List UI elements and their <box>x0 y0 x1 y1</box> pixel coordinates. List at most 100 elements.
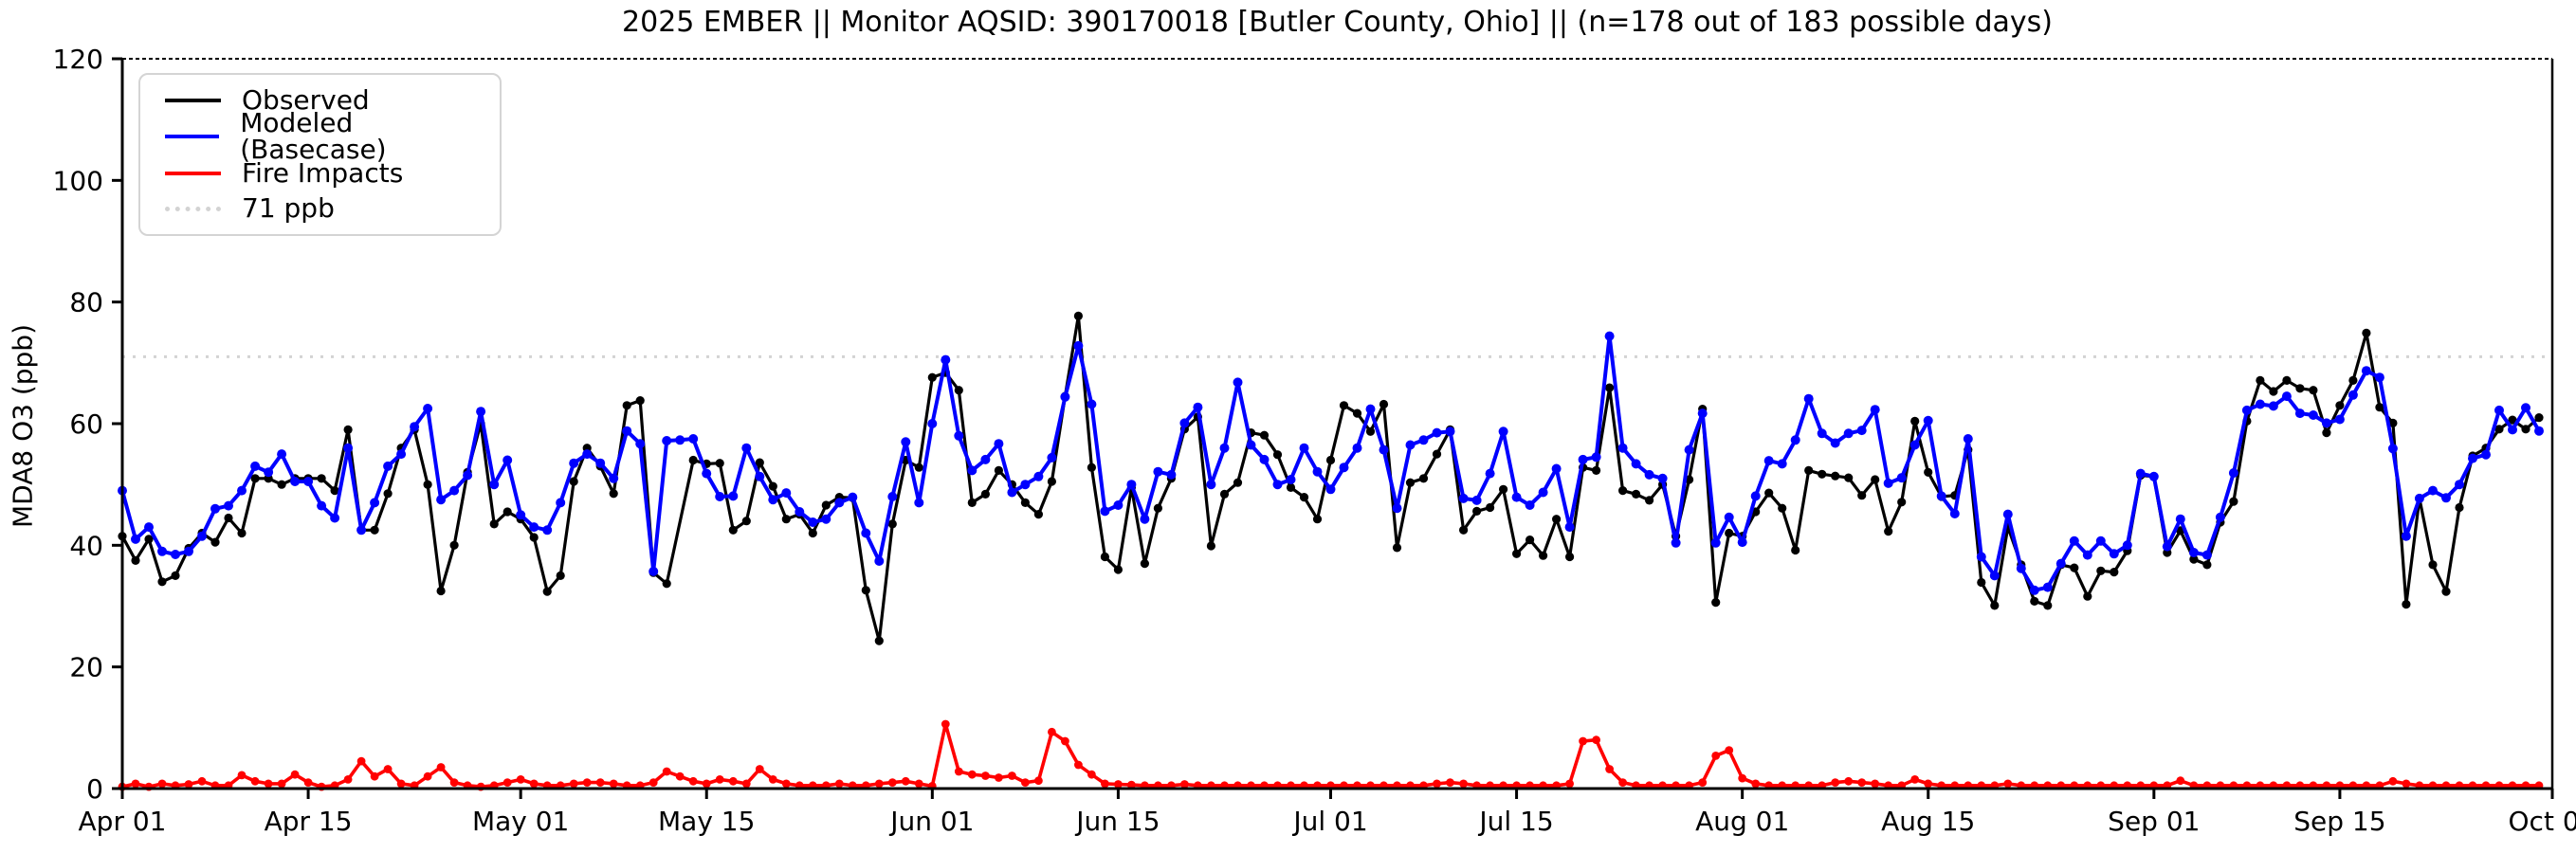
data-point <box>1512 549 1522 558</box>
data-point <box>1552 515 1562 524</box>
data-point <box>250 776 260 786</box>
data-point <box>1087 463 1096 472</box>
data-point <box>1592 465 1601 475</box>
data-point <box>1511 492 1522 502</box>
data-point <box>2241 405 2252 415</box>
data-point <box>303 477 314 486</box>
data-point <box>250 461 261 471</box>
data-point <box>1923 415 1933 426</box>
legend-item-observed: Observed <box>140 82 500 118</box>
data-point <box>994 439 1004 449</box>
data-point <box>1100 506 1110 517</box>
data-point <box>1645 496 1654 505</box>
data-point <box>980 454 991 464</box>
data-point <box>1392 503 1402 514</box>
data-point <box>1299 443 1309 453</box>
data-point <box>1818 469 1827 479</box>
data-point <box>1033 510 1043 519</box>
data-point <box>622 426 632 436</box>
data-point <box>2521 403 2530 413</box>
data-point <box>901 437 911 447</box>
data-point <box>1831 471 1840 481</box>
data-point <box>1272 450 1283 460</box>
data-point <box>1113 565 1123 574</box>
data-point <box>715 459 724 468</box>
data-point <box>1246 440 1256 450</box>
data-point <box>901 776 910 786</box>
data-point <box>1193 402 1203 412</box>
data-point <box>449 485 460 496</box>
data-point <box>848 492 858 502</box>
data-point <box>1312 515 1323 524</box>
data-point <box>728 776 738 786</box>
data-point <box>2202 560 2212 570</box>
data-point <box>768 481 777 491</box>
data-point <box>1498 426 1508 437</box>
data-point <box>1857 491 1867 500</box>
data-point <box>2016 563 2026 573</box>
data-point <box>1605 765 1614 773</box>
data-point <box>1101 779 1109 789</box>
data-point <box>2428 485 2438 496</box>
data-point <box>1698 778 1708 787</box>
data-point <box>1073 311 1083 320</box>
data-point <box>2401 531 2411 541</box>
threshold-line-sample <box>165 206 221 211</box>
data-point <box>1977 577 1986 588</box>
y-tick-label: 0 <box>86 773 103 805</box>
data-point <box>2309 386 2318 395</box>
data-point <box>2030 596 2039 607</box>
data-point <box>144 535 154 544</box>
data-point <box>1604 331 1615 341</box>
data-point <box>1856 426 1867 436</box>
data-point <box>1778 503 1787 513</box>
data-point <box>2148 471 2159 481</box>
y-tick-label: 120 <box>53 44 103 75</box>
data-point <box>2294 408 2305 419</box>
data-point <box>1405 478 1416 487</box>
data-point <box>2494 405 2504 415</box>
data-point <box>941 354 951 365</box>
data-point <box>1711 752 1721 760</box>
data-point <box>1976 552 1986 562</box>
data-point <box>2255 399 2265 409</box>
data-point <box>2109 549 2119 559</box>
data-point <box>1990 601 2000 610</box>
data-point <box>264 779 273 789</box>
data-point <box>1486 502 1495 513</box>
data-point <box>1021 778 1030 787</box>
data-point <box>1153 503 1162 513</box>
data-point <box>1565 779 1574 789</box>
data-point <box>1126 480 1137 490</box>
data-point <box>423 480 432 489</box>
data-point <box>1365 404 1376 414</box>
data-point <box>1963 434 1973 444</box>
data-point <box>1259 454 1270 464</box>
data-point <box>1153 466 1163 477</box>
data-point <box>2321 418 2331 428</box>
data-point <box>768 495 778 505</box>
data-point <box>1539 551 1548 560</box>
data-point <box>1871 475 1880 484</box>
data-point <box>131 779 140 789</box>
data-point <box>529 779 539 789</box>
data-point <box>1286 482 1296 492</box>
data-point <box>1592 735 1600 745</box>
data-point <box>914 498 924 508</box>
x-tick-label: Aug 15 <box>1881 806 1975 837</box>
data-point <box>370 525 379 535</box>
data-point <box>1339 463 1349 473</box>
data-point <box>861 528 871 538</box>
data-point <box>994 465 1003 475</box>
data-point <box>2361 366 2371 376</box>
data-point <box>582 449 593 460</box>
data-point <box>463 470 473 481</box>
data-point <box>2402 600 2411 609</box>
data-point <box>2215 512 2225 522</box>
data-point <box>502 778 512 787</box>
data-point <box>1871 779 1880 789</box>
data-point <box>410 422 420 432</box>
data-point <box>808 517 818 527</box>
data-point <box>675 771 685 781</box>
